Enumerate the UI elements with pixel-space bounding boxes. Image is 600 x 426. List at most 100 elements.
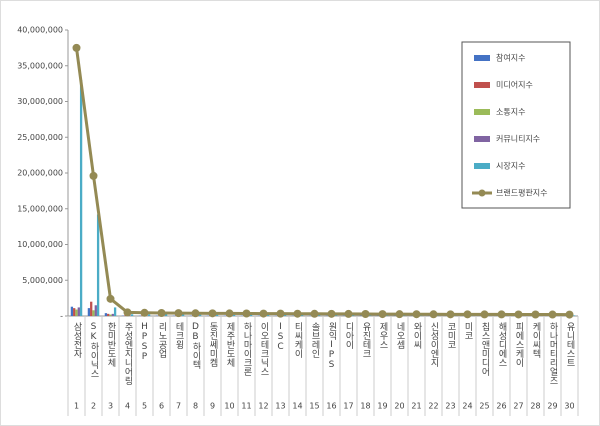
x-tick-label: 이오테크닉스 <box>259 322 269 376</box>
x-tick-label: 주성엔지니어링 <box>123 322 133 385</box>
legend-swatch <box>474 55 490 61</box>
rank-label: 6 <box>159 402 164 411</box>
rank-label: 28 <box>530 402 540 411</box>
bar <box>104 313 108 316</box>
line-marker <box>446 310 455 319</box>
legend-label: 소통지수 <box>496 108 525 117</box>
line-marker <box>514 310 523 319</box>
rank-label: 14 <box>292 402 302 411</box>
x-tick-label: 미코 <box>463 322 473 340</box>
rank-label: 8 <box>193 402 198 411</box>
bar <box>87 308 91 316</box>
x-tick-label: 와이씨 <box>412 321 422 349</box>
bar <box>111 313 114 316</box>
line-marker <box>429 310 438 319</box>
rank-label: 16 <box>326 402 336 411</box>
bar <box>92 310 95 316</box>
x-tick-label: 네오셈 <box>395 322 405 349</box>
y-tick-label: 15,000,000 <box>17 204 63 213</box>
x-tick-label: 하나머티리얼즈 <box>548 322 558 385</box>
line-marker <box>89 171 98 180</box>
x-tick-label: 제주반도체 <box>225 322 235 368</box>
x-tick-label: 해성디에스 <box>497 322 507 367</box>
x-tick-label: HPSP <box>140 322 150 362</box>
rank-label: 9 <box>210 402 215 411</box>
x-tick-label: 피에스케이 <box>514 322 524 368</box>
x-tick-label: 리노공업 <box>157 322 167 358</box>
line-marker <box>344 309 353 318</box>
bar <box>164 314 168 316</box>
line-marker <box>548 310 557 319</box>
bar <box>113 307 117 316</box>
x-tick-label: 칩스앤미디어 <box>480 322 490 377</box>
line-marker <box>106 294 115 303</box>
legend-label: 브랜드평판지수 <box>496 188 548 198</box>
rank-label: 24 <box>462 402 472 411</box>
line-marker <box>480 310 489 319</box>
bar <box>130 314 134 316</box>
x-tick-label: 한미반도체 <box>106 322 116 368</box>
y-tick-label: 20,000,000 <box>17 169 63 178</box>
x-tick-label: 동진쎄미켐 <box>208 322 218 367</box>
legend-swatch <box>474 163 490 169</box>
legend-label: 커뮤니티지수 <box>496 134 540 144</box>
bar <box>124 315 127 316</box>
legend-swatch <box>474 109 490 115</box>
bar <box>181 314 185 316</box>
line-marker <box>208 309 217 318</box>
line-marker <box>276 309 285 318</box>
rank-label: 11 <box>241 402 251 411</box>
rank-label: 23 <box>445 402 455 411</box>
bar <box>107 313 110 316</box>
rank-label: 10 <box>224 402 234 411</box>
rank-label: 18 <box>360 402 370 411</box>
line-marker <box>242 309 251 318</box>
legend-swatch <box>474 136 490 142</box>
bar <box>70 306 74 316</box>
x-tick-label: DB하이텍 <box>191 322 201 370</box>
rank-label: 4 <box>125 402 130 411</box>
line-marker <box>463 310 472 319</box>
bar <box>94 305 97 316</box>
rank-label: 7 <box>176 402 181 411</box>
legend-label: 미디어지수 <box>496 80 533 90</box>
x-tick-label: 코미코 <box>446 322 456 349</box>
x-tick-label: 신성이엔지 <box>429 322 439 368</box>
line-marker <box>565 310 574 319</box>
bar <box>266 314 270 316</box>
rank-label: 27 <box>513 402 523 411</box>
x-tick-label: 디아이 <box>344 322 354 350</box>
bar <box>73 308 76 316</box>
rank-label: 29 <box>547 402 557 411</box>
line-marker <box>225 309 234 318</box>
bar <box>96 214 100 316</box>
bar <box>300 314 304 316</box>
line-marker <box>327 309 336 318</box>
line-marker <box>140 308 149 317</box>
line-marker <box>174 309 183 318</box>
x-tick-label: 삼성전자 <box>72 322 82 359</box>
bar <box>90 301 93 316</box>
x-tick-label: 유니테스트 <box>565 322 575 367</box>
x-tick-label: 원익IPS <box>327 322 337 370</box>
bar <box>283 314 287 316</box>
bar <box>232 314 236 316</box>
legend-swatch <box>474 82 490 88</box>
rank-label: 12 <box>258 402 268 411</box>
line-marker <box>395 310 404 319</box>
bar <box>215 314 219 316</box>
x-tick-label: 하나마이크론 <box>242 322 252 376</box>
bar <box>77 307 80 316</box>
line-marker <box>378 310 387 319</box>
line-marker <box>531 310 540 319</box>
bar <box>147 314 151 316</box>
y-tick-label: 10,000,000 <box>17 240 63 249</box>
rank-label: 30 <box>564 402 574 411</box>
rank-label: 1 <box>74 402 79 411</box>
rank-label: 17 <box>343 402 353 411</box>
y-tick-label: 35,000,000 <box>17 61 63 70</box>
line-marker <box>497 310 506 319</box>
x-tick-label: ISC <box>276 322 286 352</box>
line-marker <box>310 309 319 318</box>
legend-label: 참여지수 <box>496 53 525 63</box>
